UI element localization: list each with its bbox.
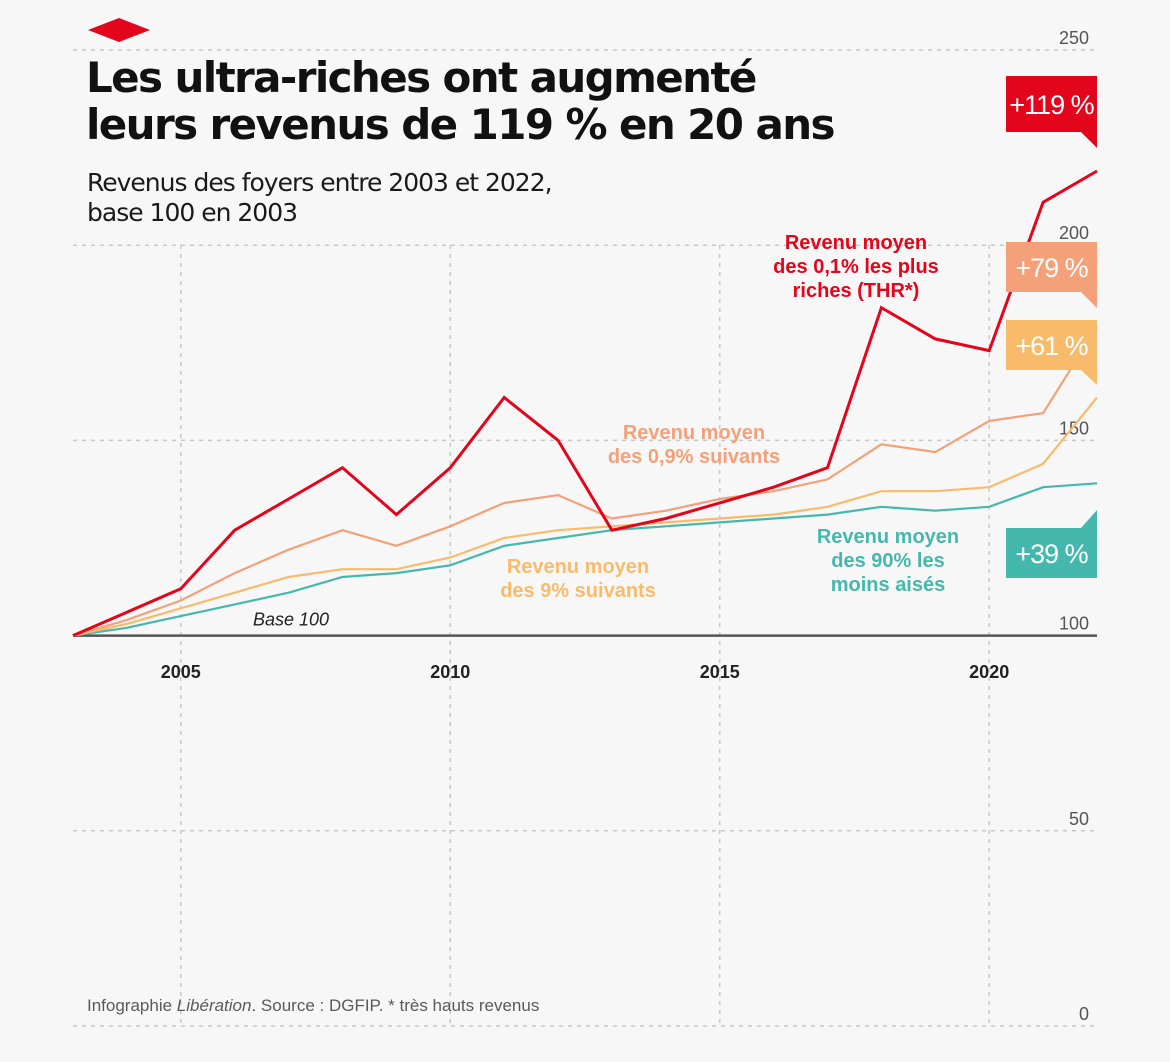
series-label-2-line-2: des 0,9% suivants (608, 446, 780, 468)
badge-tail-2 (1081, 292, 1097, 308)
x-tick-label-2020: 2020 (969, 662, 1009, 682)
liberation-logo-icon (88, 18, 150, 42)
badge-label-4: +39 % (1015, 539, 1088, 569)
title-line-1: Les ultra-riches ont augmenté (86, 53, 757, 102)
subtitle-line-1: Revenus des foyers entre 2003 et 2022, (87, 168, 553, 197)
series-label-3-line-2: des 9% suivants (500, 580, 656, 602)
y-tick-label-200: 200 (1059, 223, 1089, 243)
y-tick-label-0: 0 (1079, 1004, 1089, 1024)
badge-label-3: +61 % (1015, 331, 1088, 361)
subtitle-line-2: base 100 en 2003 (87, 198, 298, 227)
badge-tail-3 (1081, 370, 1097, 385)
y-tick-label-150: 150 (1059, 418, 1089, 438)
badge-4 (1006, 528, 1097, 578)
x-tick-label-2005: 2005 (161, 662, 201, 682)
badge-3 (1006, 320, 1097, 370)
series-line-2 (72, 326, 1098, 637)
badge-label-2: +79 % (1015, 253, 1088, 283)
series-line-1 (72, 169, 1098, 637)
x-tick-label-2010: 2010 (430, 662, 470, 682)
baseline-label: Base 100 (253, 610, 329, 630)
badge-tail-1 (1081, 132, 1097, 148)
chart-subtitle: Revenus des foyers entre 2003 et 2022, b… (87, 168, 787, 228)
badge-tail-4 (1081, 510, 1097, 528)
series-label-4-line-2: des 90% les (831, 550, 944, 572)
series-label-2-line-1: Revenu moyen (623, 422, 765, 444)
chart-title: Les ultra-riches ont augmenté leurs reve… (86, 54, 986, 148)
y-tick-label-250: 250 (1059, 28, 1089, 48)
series-line-3 (72, 396, 1098, 637)
series-label-4-line-1: Revenu moyen (817, 526, 959, 548)
y-tick-label-50: 50 (1069, 809, 1089, 829)
series-label-3-line-1: Revenu moyen (507, 556, 649, 578)
y-tick-label-100: 100 (1059, 614, 1089, 634)
series-label-1-line-2: des 0,1% les plus (773, 256, 939, 278)
badge-1 (1006, 76, 1097, 132)
source-suffix: . Source : DGFIP. * très hauts revenus (251, 996, 540, 1015)
series-label-1-line-3: riches (THR*) (793, 280, 920, 302)
source-note: Infographie Libération. Source : DGFIP. … (87, 996, 539, 1016)
source-prefix: Infographie (87, 996, 177, 1015)
badge-2 (1006, 242, 1097, 292)
x-tick-label-2015: 2015 (700, 662, 740, 682)
source-brand: Libération (176, 996, 252, 1015)
series-label-1-line-1: Revenu moyen (785, 232, 927, 254)
series-line-4 (72, 482, 1098, 637)
series-label-4-line-3: moins aisés (831, 574, 946, 596)
title-line-2: leurs revenus de 119 % en 20 ans (86, 100, 835, 149)
badge-label-1: +119 % (1009, 90, 1094, 120)
